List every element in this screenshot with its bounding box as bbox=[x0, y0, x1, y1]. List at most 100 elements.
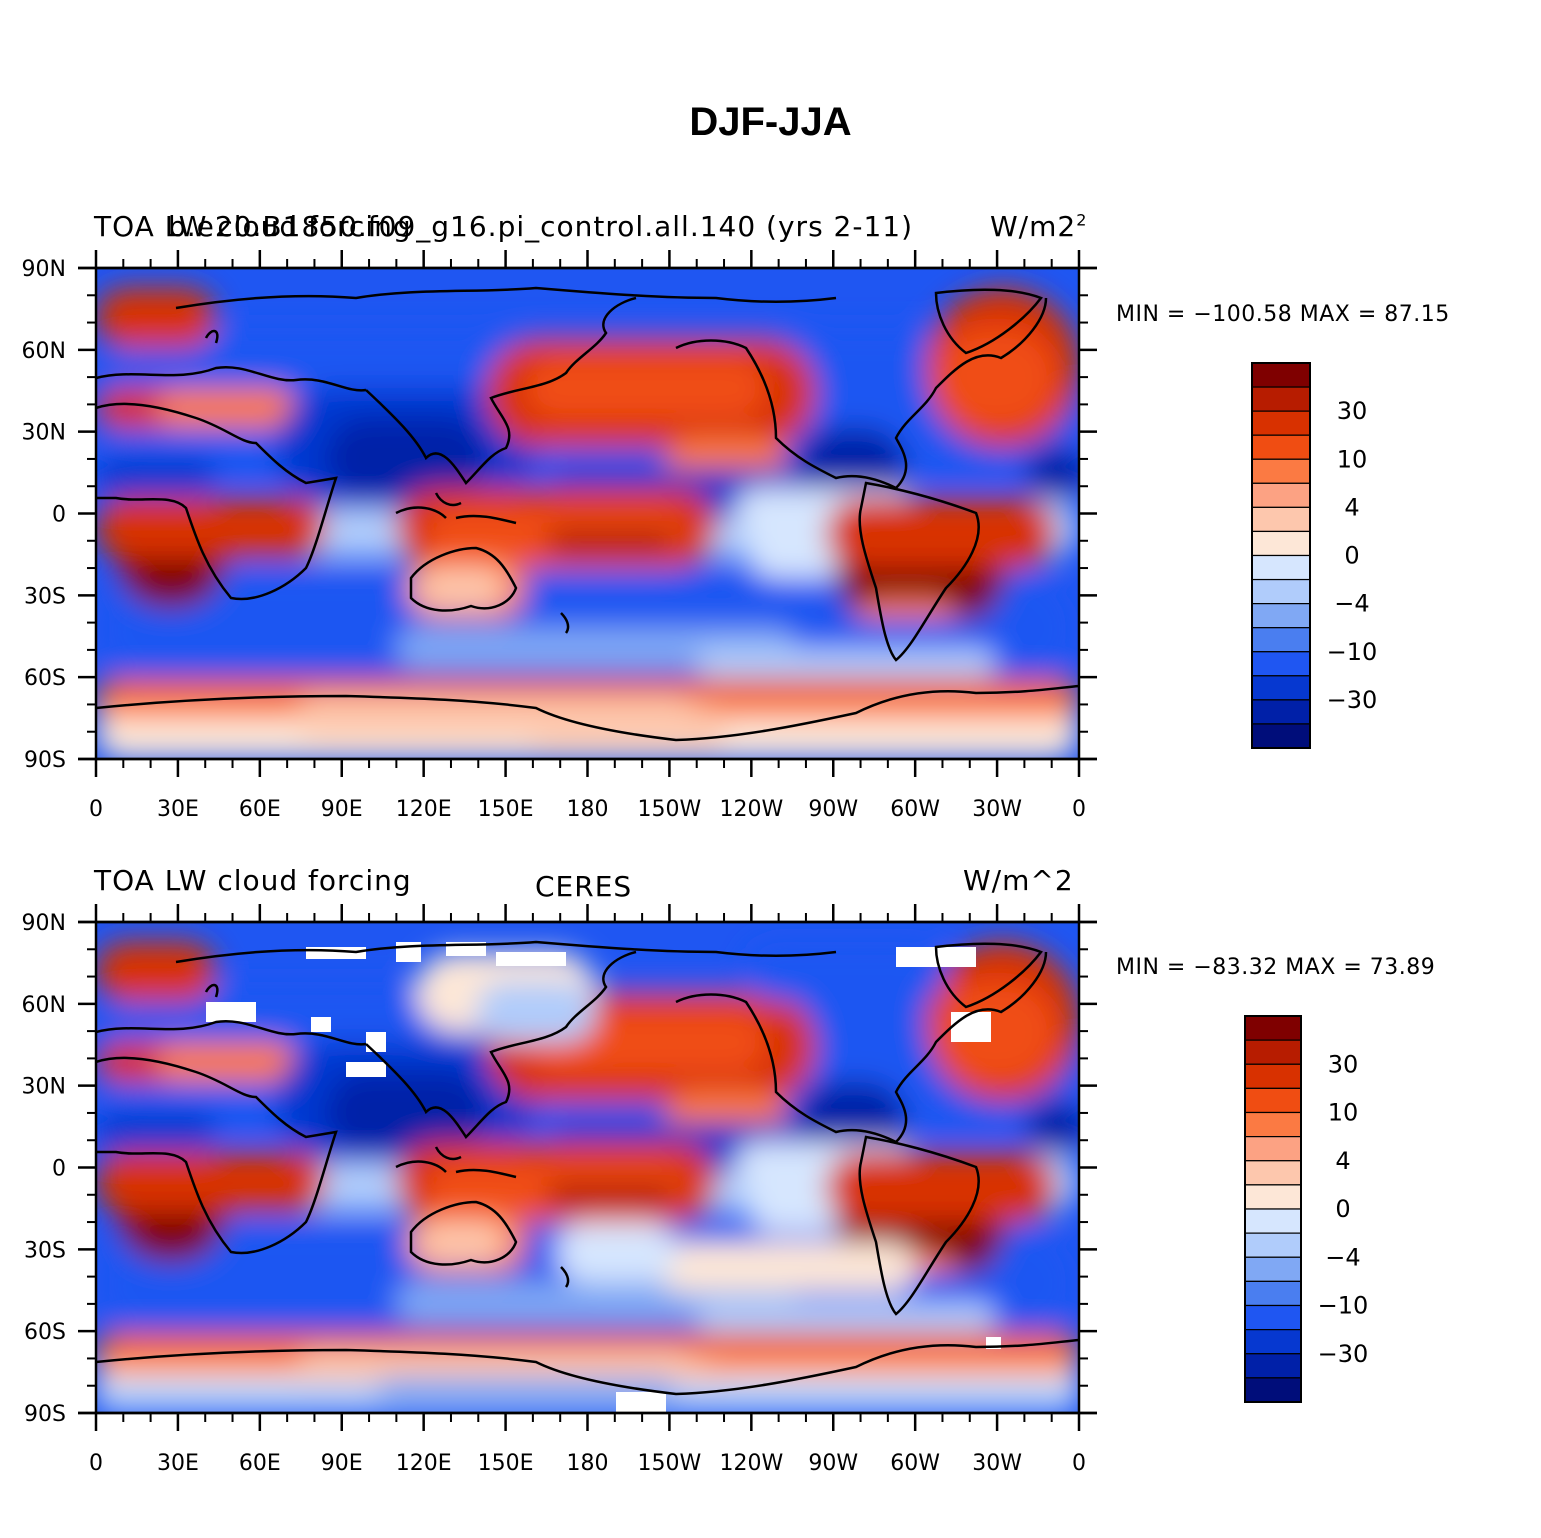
bottom-colorbar: 30 10 4 0 −4 −10 −30 bbox=[1244, 1015, 1368, 1403]
coastline bbox=[365, 950, 637, 1139]
missing-data-cell bbox=[311, 1017, 331, 1032]
colorbar-swatch bbox=[1251, 603, 1311, 629]
missing-data-cell bbox=[206, 1002, 256, 1022]
colorbar-swatch bbox=[1244, 1039, 1302, 1065]
field-blob bbox=[546, 528, 676, 558]
colorbar-label: −30 bbox=[1327, 686, 1378, 714]
field-blob bbox=[416, 568, 506, 608]
colorbar-swatch bbox=[1251, 578, 1311, 605]
missing-data-cell bbox=[616, 1392, 666, 1413]
coastline bbox=[858, 1135, 980, 1316]
field-blob bbox=[826, 1152, 1056, 1222]
field-blob bbox=[396, 628, 796, 668]
coastline bbox=[365, 296, 637, 485]
colorbar-frame bbox=[1251, 362, 1311, 749]
figure-title: DJF-JJA bbox=[689, 100, 852, 144]
field-blob bbox=[416, 1222, 506, 1262]
coastline bbox=[858, 481, 980, 662]
missing-data-cell bbox=[951, 1012, 991, 1042]
colorbar-label: −4 bbox=[1325, 1243, 1360, 1271]
lon-label: 90W bbox=[808, 797, 858, 822]
field-blob bbox=[326, 1072, 486, 1152]
colorbar-label: 0 bbox=[1344, 542, 1359, 570]
lon-label: 90W bbox=[808, 1451, 858, 1476]
lat-label: 90S bbox=[24, 748, 66, 773]
lon-label: 60E bbox=[239, 1451, 281, 1476]
field-blob bbox=[96, 942, 216, 1002]
field-blob bbox=[156, 388, 296, 428]
lon-label: 90E bbox=[321, 1451, 363, 1476]
field-blob bbox=[96, 1152, 326, 1212]
bottom-left-title: TOA LW cloud forcing bbox=[94, 864, 412, 897]
field-blob bbox=[526, 358, 766, 418]
colorbar-label: 10 bbox=[1328, 1099, 1359, 1127]
top-left-title: TOA LW cloud forcing bbox=[94, 210, 412, 243]
lat-label: 60S bbox=[24, 666, 66, 691]
colorbar-swatch bbox=[1244, 1184, 1302, 1210]
colorbar-frame bbox=[1244, 1015, 1302, 1403]
field-blob bbox=[326, 418, 486, 498]
coastline bbox=[96, 684, 1079, 742]
lon-label: 180 bbox=[567, 797, 609, 822]
lon-label: 60W bbox=[890, 797, 940, 822]
lon-label: 60W bbox=[890, 1451, 940, 1476]
bottom-min-max: MIN = −83.32 MAX = 73.89 bbox=[1116, 955, 1436, 980]
field-blob bbox=[696, 1302, 996, 1332]
lat-label: 60S bbox=[24, 1320, 66, 1345]
colorbar-label: 4 bbox=[1335, 1147, 1350, 1175]
colorbar-swatch bbox=[1244, 1304, 1302, 1331]
lat-label: 90N bbox=[22, 257, 66, 282]
field-blob bbox=[556, 1222, 676, 1282]
lat-label: 60N bbox=[22, 339, 66, 364]
colorbar-swatch bbox=[1244, 1136, 1302, 1162]
field-blob bbox=[476, 982, 596, 1042]
lon-label: 120E bbox=[396, 1451, 452, 1476]
top-map-panel: 90N 60N 30N 0 30S 60S 90S 0 30E 60E 90E 120E 150E 180… bbox=[22, 250, 1097, 822]
colorbar-label: 4 bbox=[1344, 493, 1359, 521]
colorbar-swatch bbox=[1244, 1015, 1302, 1041]
colorbar-swatch bbox=[1251, 627, 1311, 653]
field-blob bbox=[696, 648, 996, 678]
coastline bbox=[934, 942, 1043, 1009]
colorbar-swatch bbox=[1244, 1208, 1302, 1234]
colorbar-swatch bbox=[1244, 1377, 1302, 1403]
lat-label: 0 bbox=[52, 503, 66, 528]
missing-data-cell bbox=[366, 1032, 386, 1052]
field-blob bbox=[826, 498, 1056, 568]
lon-label: 120W bbox=[719, 1451, 783, 1476]
colorbar-label: 30 bbox=[1328, 1050, 1359, 1078]
lon-label: 0 bbox=[1072, 1451, 1086, 1476]
field-blob bbox=[96, 498, 326, 558]
colorbar-label: 0 bbox=[1335, 1195, 1350, 1223]
coastline bbox=[409, 1200, 518, 1266]
colorbar-swatch bbox=[1244, 1256, 1302, 1282]
colorbar-swatch bbox=[1251, 458, 1311, 484]
coastline bbox=[934, 288, 1043, 355]
lat-label: 90N bbox=[22, 911, 66, 936]
lon-label: 0 bbox=[1072, 797, 1086, 822]
bottom-center-title: CERES bbox=[535, 870, 633, 903]
colorbar-swatch bbox=[1244, 1329, 1302, 1355]
lon-label: 90E bbox=[321, 797, 363, 822]
lat-label: 30S bbox=[24, 584, 66, 609]
colorbar-swatch bbox=[1251, 482, 1311, 508]
colorbar-swatch bbox=[1251, 530, 1311, 557]
coastline bbox=[395, 492, 517, 525]
colorbar-swatch bbox=[1251, 386, 1311, 412]
coastline bbox=[96, 1019, 367, 1046]
coastline bbox=[96, 1338, 1079, 1396]
lat-label: 30N bbox=[22, 1075, 66, 1100]
colorbar-swatch bbox=[1244, 1063, 1302, 1089]
field-blob bbox=[526, 708, 726, 748]
top-center-title: b.e20.B1850.f09_g16.pi_control.all.140 (… bbox=[168, 210, 914, 243]
coastline bbox=[96, 1056, 338, 1255]
coastline bbox=[175, 286, 837, 310]
colorbar-swatch bbox=[1251, 723, 1311, 749]
top-units: W/m22 bbox=[990, 210, 1087, 243]
lon-label: 120E bbox=[396, 797, 452, 822]
colorbar-swatch bbox=[1251, 699, 1311, 725]
coastline bbox=[395, 1146, 517, 1179]
lon-label: 180 bbox=[567, 1451, 609, 1476]
coastline bbox=[204, 983, 570, 1288]
